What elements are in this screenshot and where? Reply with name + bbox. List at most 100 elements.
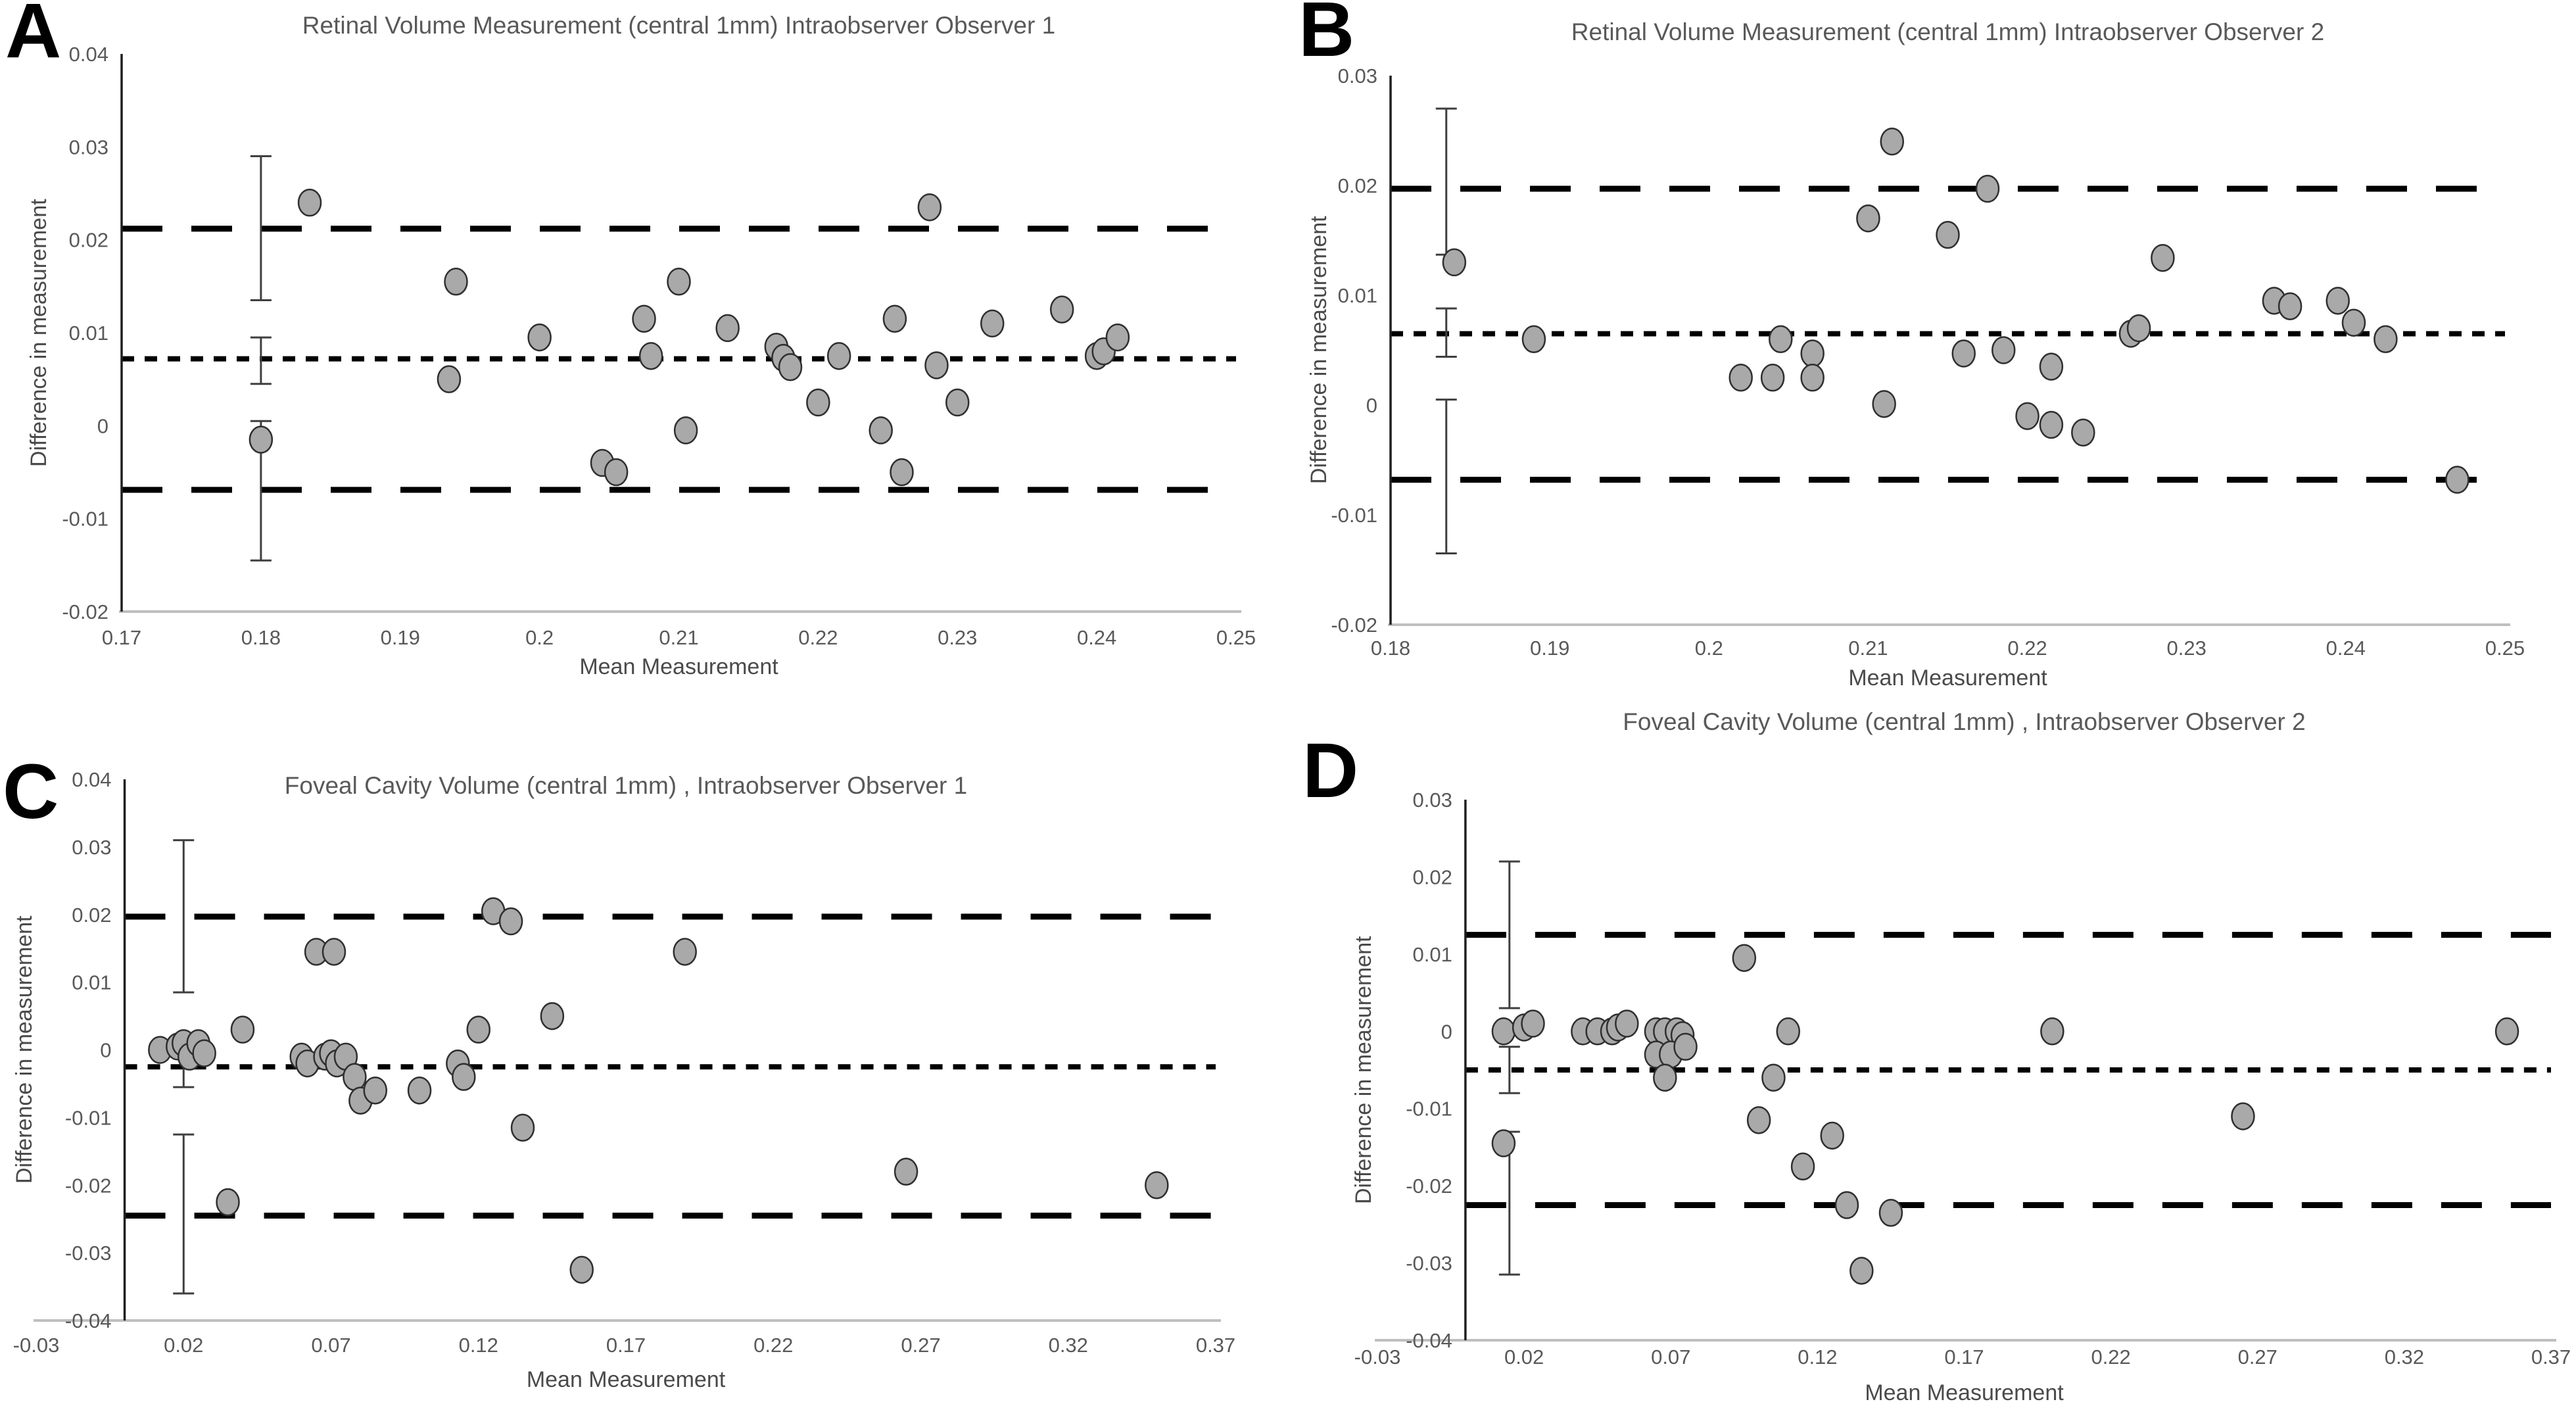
x-tick-label: 0.24 [1077,626,1116,649]
y-tick-label: -0.01 [65,1106,112,1129]
data-point [1880,127,1904,156]
y-tick-label: -0.04 [1406,1329,1452,1352]
data-point [1746,1106,1771,1134]
data-point [632,304,656,333]
x-tick-label: 0.2 [525,626,554,649]
data-point [869,416,893,445]
x-tick-label: 0.21 [1848,637,1888,660]
data-point [638,342,663,370]
data-point [510,1113,535,1142]
panel-d-plot: 0.030.020.010-0.01-0.02-0.03-0.04-0.03 0.… [1354,788,2571,1369]
panel-c-title: Foveal Cavity Volume (central 1mm) , Int… [284,772,968,799]
data-point [2071,418,2095,447]
x-tick-label: 0.17 [606,1334,646,1357]
data-point [249,425,274,454]
y-tick-label: 0.02 [69,229,108,252]
y-tick-label: 0 [1366,394,1377,417]
data-point [1856,204,1880,233]
data-point [1653,1063,1677,1092]
panel-c: C Foveal Cavity Volume (central 1mm) , I… [0,703,1288,1406]
y-tick-label: 0.03 [69,135,108,158]
data-point [778,353,803,381]
data-point [2445,466,2469,494]
panel-a: A Retinal Volume Measurement (central 1m… [0,0,1288,703]
data-point [297,188,322,217]
data-point [527,323,552,352]
y-tick-label: 0.03 [1338,64,1377,87]
data-point [230,1015,255,1044]
x-tick-label: 0.23 [2167,637,2206,660]
data-point [882,304,907,333]
data-point [667,268,691,296]
x-tick-label: 0.27 [901,1334,940,1357]
data-point [1760,364,1785,392]
x-tick-label: 0.23 [938,626,977,649]
x-tick-label: 0.27 [2238,1345,2278,1369]
data-point [890,458,914,487]
y-tick-label: 0.02 [1413,865,1452,888]
y-tick-label: 0 [97,414,108,437]
x-tick-label: 0.07 [1651,1345,1690,1369]
x-tick-label: 0.19 [1530,637,1569,660]
y-tick-label: -0.01 [62,508,108,531]
x-tick-label: 0.25 [2485,637,2525,660]
data-point [363,1076,388,1105]
panel-c-y-axis-label: Difference in measurement [12,915,37,1184]
data-point [444,268,468,296]
data-point [673,938,697,966]
data-point [1800,339,1825,368]
data-point [2278,292,2302,320]
y-tick-label: 0.02 [72,904,111,927]
panel-d: D Foveal Cavity Volume (central 1mm) , I… [1288,703,2576,1406]
data-point [1872,390,1896,418]
x-tick-label: 0.37 [2531,1345,2571,1369]
data-point [1975,174,2000,203]
data-point [980,309,1005,338]
x-tick-label: 0.25 [1216,626,1256,649]
data-point [1776,1017,1800,1046]
x-tick-label: 0.2 [1695,637,1723,660]
data-point [1769,325,1793,354]
data-point [1951,339,1976,368]
data-point [2326,287,2350,315]
data-point [343,1063,367,1091]
x-tick-label: 0.24 [2326,637,2366,660]
x-tick-label: -0.03 [1354,1345,1401,1369]
data-point [1849,1257,1874,1285]
x-tick-label: 0.17 [102,626,141,649]
panel-b-x-axis-label: Mean Measurement [1848,666,2047,691]
data-point [2494,1017,2519,1046]
data-point [466,1015,490,1044]
data-point [1615,1009,1639,1038]
data-point [2039,410,2064,439]
data-point [2039,352,2064,381]
data-point [1992,336,2016,364]
panel-d-letter: D [1302,727,1359,814]
x-tick-label: 0.32 [1049,1334,1088,1357]
y-tick-label: 0.03 [72,836,111,859]
y-tick-label: -0.02 [65,1174,112,1197]
panel-b-y-axis-label: Difference in measurement [1306,216,1331,485]
data-point [1491,1017,1516,1046]
y-tick-label: 0.01 [1338,284,1377,307]
data-point [673,416,698,445]
x-tick-label: 0.07 [311,1334,350,1357]
y-tick-label: 0.02 [1338,174,1377,197]
y-tick-label: -0.03 [65,1242,112,1265]
y-tick-label: -0.04 [65,1309,112,1332]
data-point [322,938,346,966]
panel-a-plot: 0.04 0.03 0.02 0.01 0 -0.01 -0.02 0.17 0.18 0.19 0… [62,43,1256,649]
panel-a-y-axis-label: Difference in measurement [26,199,51,467]
panel-a-title: Retinal Volume Measurement (central 1mm)… [302,12,1056,39]
data-point [1936,220,1960,249]
data-point [407,1076,432,1105]
data-point [437,365,462,393]
y-tick-label: 0 [1441,1020,1452,1043]
panel-b-title: Retinal Volume Measurement (central 1mm)… [1571,18,2325,45]
data-point [715,314,740,343]
y-tick-label: -0.03 [1406,1252,1452,1275]
y-tick-label: -0.01 [1406,1098,1452,1121]
data-point [1145,1171,1169,1200]
data-point [1049,295,1074,324]
data-point [2151,243,2175,272]
